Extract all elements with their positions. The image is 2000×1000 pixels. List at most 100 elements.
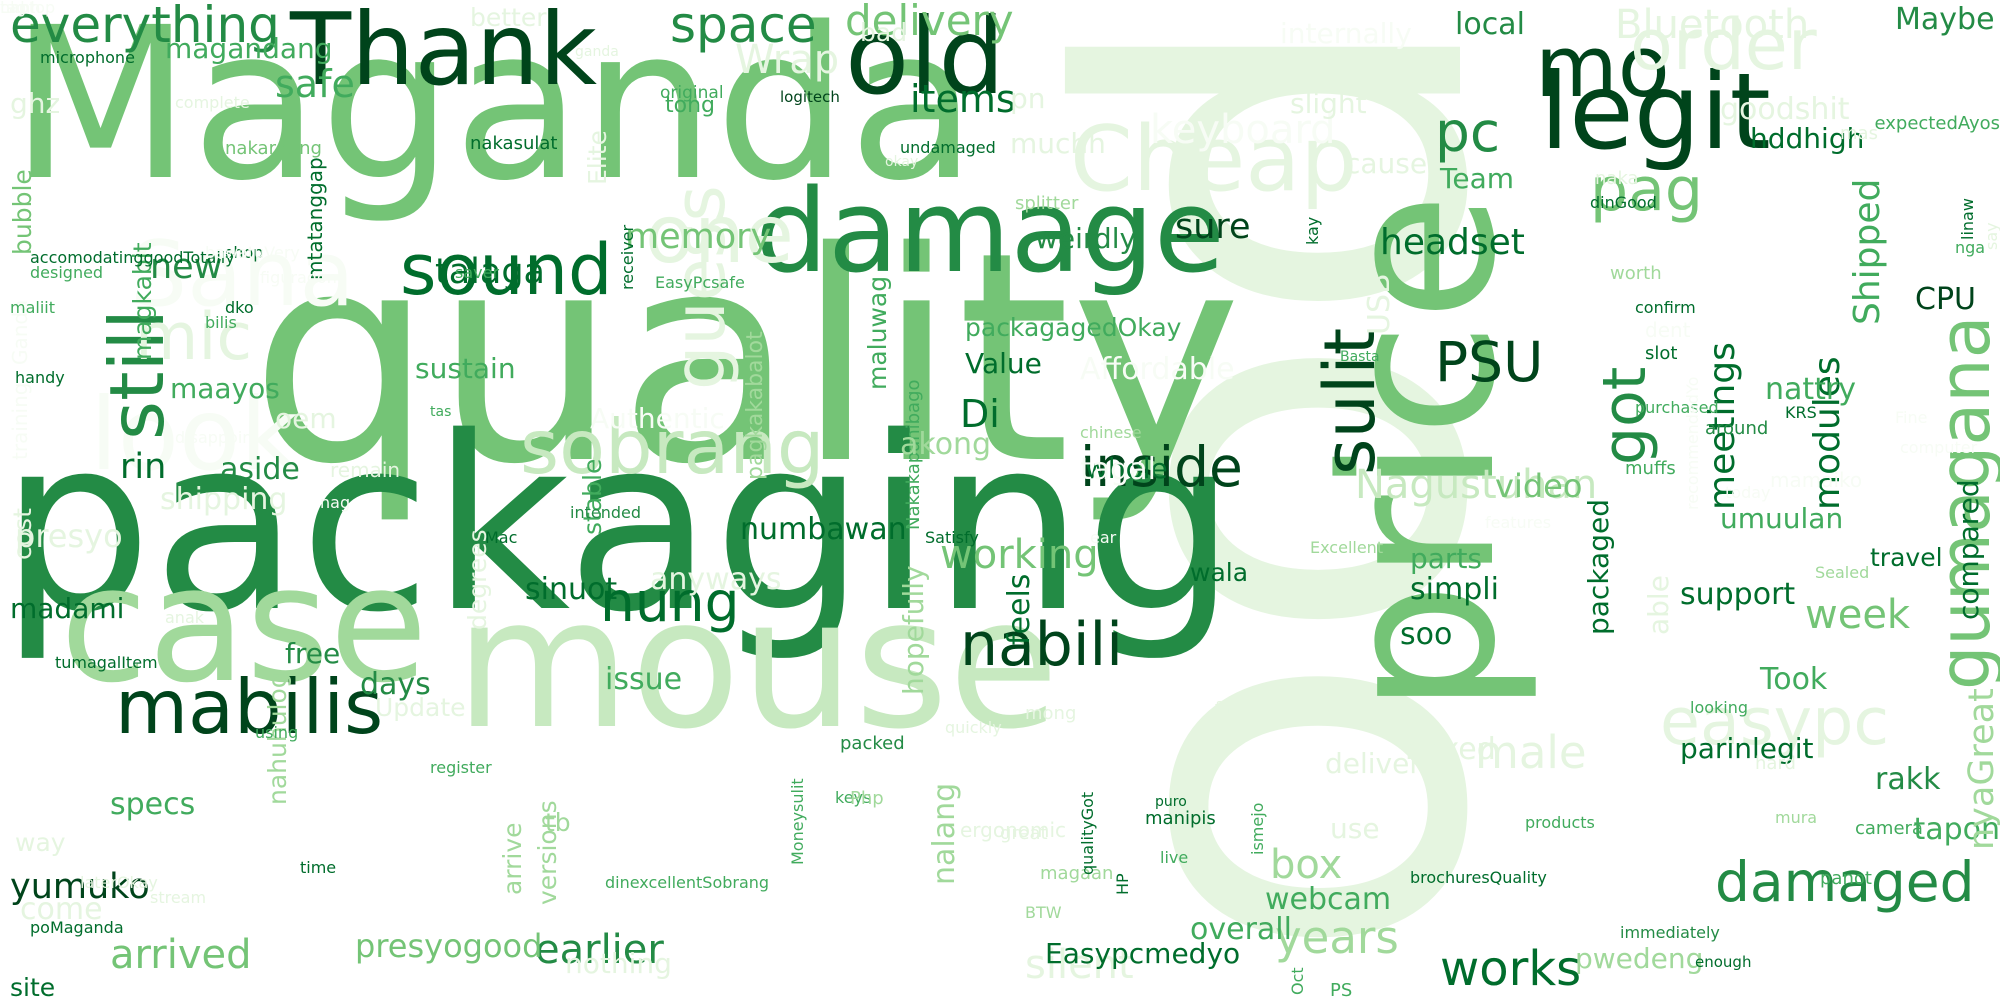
word-cpu: CPU <box>1915 282 1976 317</box>
word-quickly: quickly <box>945 718 1002 737</box>
word-everything: everything <box>10 0 280 54</box>
word-support: support <box>1680 577 1796 612</box>
word-pwedeng: pwedeng <box>1575 942 1704 975</box>
word-overall: overall <box>1190 912 1292 947</box>
word-sinuot: sinuot <box>525 572 618 607</box>
word-packagagedokay: packagagedOkay <box>965 313 1182 342</box>
word-dinexcellentsobrang: dinexcellentSobrang <box>605 873 770 892</box>
word-ps: PS <box>1330 980 1353 1000</box>
word-intended: intended <box>570 503 641 522</box>
word-training: training <box>8 382 32 460</box>
word-shipping: shipping <box>160 482 288 517</box>
word-camera: camera <box>1855 818 1923 839</box>
word-keys: keys <box>835 788 872 807</box>
word-today: today <box>1725 483 1771 502</box>
word-using: using <box>255 723 299 742</box>
word-ear: ear <box>1090 528 1117 547</box>
word-kay: kay <box>1303 216 1322 245</box>
word-laptop: Laptop <box>0 0 56 17</box>
word-ganda: ganda <box>575 44 619 60</box>
word-nabili: nabili <box>960 610 1123 680</box>
word-hddhigh: hddhigh <box>1750 122 1865 155</box>
word-tagal: tagal <box>1080 452 1156 487</box>
word-saver: saver <box>455 263 500 282</box>
word-original: original <box>660 83 724 103</box>
word-site: site <box>10 973 56 1000</box>
word-shop: shop <box>225 243 264 262</box>
word-mong: mong <box>1025 703 1077 724</box>
word-krs: KRS <box>1785 403 1817 422</box>
word-new: new <box>150 247 223 287</box>
word-maganda: Maganda <box>10 0 977 227</box>
word-okay: okay <box>885 154 919 170</box>
word-nattry: nattry <box>1765 372 1857 407</box>
word-purchased: purchased <box>1635 398 1719 417</box>
word-live: live <box>1160 848 1189 867</box>
word-mabilis: mabilis <box>115 663 384 751</box>
word-specs: specs <box>110 787 196 822</box>
word-parts: parts <box>1410 542 1483 575</box>
word-around: around <box>1705 418 1769 439</box>
word-bluetooth: Bluetooth <box>1615 2 1810 48</box>
word-naka: naka <box>1595 168 1639 189</box>
word-stream: stream <box>150 888 207 907</box>
word-complete: complete <box>175 93 250 112</box>
word-nagustuhan: Nagustuhan <box>1355 462 1598 508</box>
word-headset: headset <box>1380 222 1525 263</box>
word-case: case <box>60 531 428 718</box>
word-sustain: sustain <box>415 352 516 385</box>
word-tas: tas <box>430 404 452 420</box>
word-use: use <box>1330 812 1380 845</box>
word-simpli: simpli <box>1410 572 1499 607</box>
word-free: free <box>285 637 341 670</box>
word-packaging: packaging <box>0 385 1237 665</box>
word-safe: safe <box>275 62 355 106</box>
word-remain: remain <box>330 458 401 482</box>
word-nga: nga <box>1955 238 1986 257</box>
word-cost: cost <box>8 508 37 560</box>
word-order: order <box>1630 4 1817 86</box>
word-legit: legit <box>1540 51 1771 173</box>
word-bubble: bubble <box>8 169 37 255</box>
word-enough: enough <box>1695 953 1752 971</box>
word-laterokay: laterOkay <box>80 873 158 892</box>
word-mtatanggap: mtatanggap <box>303 157 327 280</box>
word-sound: sound <box>400 229 613 311</box>
word-designed: designed <box>30 263 104 282</box>
word-qualitygot: qualityGot <box>1078 791 1097 875</box>
word-tong: tong <box>665 93 715 118</box>
word-mouse: mouse <box>455 560 1060 769</box>
word-goodshit: goodshit <box>1720 92 1850 127</box>
word-quality: quality <box>250 191 1243 528</box>
word-features: features <box>1485 513 1552 532</box>
word-say: say <box>1982 222 2000 250</box>
word-arrived: arrived <box>110 932 252 978</box>
word-madami: madami <box>10 592 125 625</box>
word-figuradong: figuradong <box>260 268 347 287</box>
word-akong: akong <box>900 427 992 462</box>
word-local: local <box>1455 7 1525 42</box>
word-one: one <box>645 188 794 281</box>
word-pagkakabalot: pagkakabalot <box>743 331 768 480</box>
word-working: working <box>940 532 1099 578</box>
word-rakk: rakk <box>1875 762 1941 797</box>
word-stable: stable <box>578 458 607 535</box>
word-aside: aside <box>220 452 300 487</box>
word-numbawan: numbawan <box>740 512 907 547</box>
word-feels: feels <box>1002 573 1037 645</box>
word-cheap: Cheap <box>1070 107 1358 212</box>
word-handy: handy <box>15 368 65 387</box>
word-easypc: easypc <box>1660 685 1890 760</box>
word-slot: slot <box>1645 343 1678 364</box>
word-earlier: earlier <box>535 927 664 973</box>
word-moneysulit: Moneysulit <box>788 778 807 865</box>
word-better: better <box>470 3 547 32</box>
word-damaged: damaged <box>1715 850 1975 914</box>
word-magandang: magandang <box>165 32 333 65</box>
word-ergonomic: ergonomic <box>960 818 1067 842</box>
word-basta: Basta <box>1340 349 1380 365</box>
word-parinlegit: parinlegit <box>1680 732 1814 765</box>
word-oem: oem <box>275 402 337 435</box>
word-puro: puro <box>1155 794 1187 810</box>
